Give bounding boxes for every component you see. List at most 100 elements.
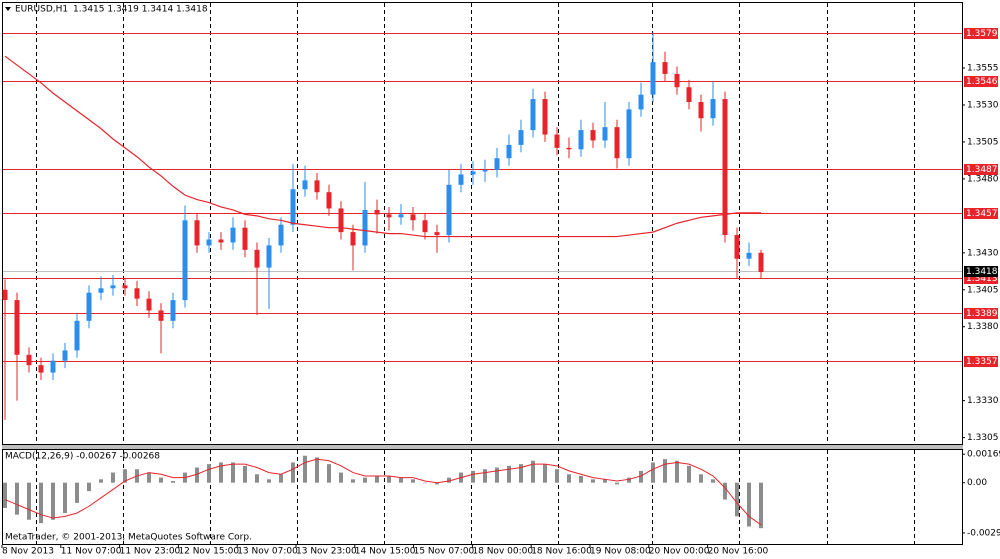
candle-body xyxy=(278,224,284,246)
candle-body xyxy=(482,170,488,172)
macd-bar xyxy=(483,469,487,483)
candle-body xyxy=(470,171,476,175)
level-label: 1.3389 xyxy=(966,309,998,319)
candle-body xyxy=(290,189,296,225)
macd-bar xyxy=(447,477,451,483)
candle-body xyxy=(494,158,500,171)
level-label: 1.3546 xyxy=(966,77,998,87)
candle-body xyxy=(386,214,392,218)
candle-body xyxy=(602,127,608,141)
macd-bar xyxy=(615,482,619,485)
candle-body xyxy=(62,350,68,361)
macd-bar xyxy=(315,457,319,483)
candle-body xyxy=(302,180,308,190)
menu-arrow[interactable] xyxy=(5,7,11,11)
candle-body xyxy=(314,180,320,193)
candle-body xyxy=(26,354,32,366)
candle-body xyxy=(134,288,140,299)
level-label-bg xyxy=(964,164,998,175)
macd-bar xyxy=(291,462,295,483)
x-tick-label: 18 Nov 00:00 xyxy=(472,547,533,557)
candle-body xyxy=(326,192,332,209)
macd-bar xyxy=(39,482,43,524)
candle-body xyxy=(626,109,632,159)
macd-bar xyxy=(507,465,511,483)
macd-bar xyxy=(543,464,547,483)
macd-bar xyxy=(147,472,151,483)
x-tick-label: 12 Nov 15:00 xyxy=(178,547,239,557)
candle-body xyxy=(758,252,764,273)
candle-body xyxy=(362,209,368,246)
macd-bar xyxy=(495,467,499,483)
main-frame xyxy=(2,2,963,445)
candle-body xyxy=(110,285,116,289)
candle-body xyxy=(146,298,152,311)
candle-body xyxy=(338,208,344,233)
candle-body xyxy=(698,102,704,119)
candle-body xyxy=(422,220,428,233)
x-tick-label: 19 Nov 08:00 xyxy=(590,547,651,557)
y-tick-label: -0.00298 xyxy=(967,528,1000,538)
moving-average xyxy=(4,55,761,238)
candle-body xyxy=(506,144,512,159)
macd-bar xyxy=(339,472,343,483)
macd-bar xyxy=(99,479,103,483)
macd-bar xyxy=(675,460,679,483)
level-label: 1.3413 xyxy=(966,274,998,284)
candle-body xyxy=(98,288,104,293)
candle-body xyxy=(554,134,560,148)
candle-body xyxy=(722,99,728,236)
candle-body xyxy=(530,99,536,131)
y-tick-label: 1.3305 xyxy=(967,433,999,443)
macd-bar xyxy=(687,465,691,483)
macd-bar xyxy=(723,482,727,500)
macd-bar xyxy=(711,479,715,483)
candle-body xyxy=(686,87,692,103)
candle-body xyxy=(74,320,80,351)
macd-bar xyxy=(3,482,7,508)
candle-body xyxy=(230,227,236,243)
candle-body xyxy=(194,220,200,246)
level-label: 1.3357 xyxy=(966,357,998,367)
macd-bar xyxy=(111,472,115,483)
candle-body xyxy=(14,300,20,355)
level-label-bg xyxy=(964,356,998,367)
y-tick-label: 0.00169 xyxy=(967,450,1000,460)
y-tick-label: 1.3530 xyxy=(967,100,999,110)
macd-bar xyxy=(567,474,571,483)
level-label: 1.3457 xyxy=(966,209,998,219)
x-tick-label: 20 Nov 16:00 xyxy=(708,547,769,557)
candle-body xyxy=(38,365,44,373)
macd-bar xyxy=(255,474,259,483)
candle-body xyxy=(410,214,416,221)
macd-bar xyxy=(75,482,79,503)
y-tick-label: 1.3480 xyxy=(967,174,999,184)
macd-bar xyxy=(411,479,415,483)
macd-bar xyxy=(207,464,211,483)
y-tick-label: 1.3555 xyxy=(967,64,999,74)
macd-bar xyxy=(627,477,631,483)
y-tick-label: 1.3430 xyxy=(967,248,999,258)
level-label-bg xyxy=(964,308,998,319)
candle-body xyxy=(206,239,212,246)
candle-body xyxy=(590,130,596,141)
level-label-bg xyxy=(964,76,998,87)
candle-body xyxy=(674,73,680,88)
level-label: 1.3487 xyxy=(966,165,998,175)
macd-bar xyxy=(531,460,535,483)
candle-body xyxy=(350,232,356,246)
macd-bar xyxy=(591,479,595,483)
y-tick-label: 1.3330 xyxy=(967,396,999,406)
macd-bar xyxy=(231,462,235,483)
current-price-label: 1.3418 xyxy=(966,267,998,277)
x-tick-label: 13 Nov 23:00 xyxy=(296,547,357,557)
macd-bar xyxy=(651,462,655,483)
macd-bar xyxy=(423,482,427,484)
candle-body xyxy=(542,99,548,135)
panel-separator xyxy=(2,445,963,449)
macd-bar xyxy=(267,479,271,483)
x-tick-label: 11 Nov 23:00 xyxy=(120,547,181,557)
y-tick-label: 1.3380 xyxy=(967,322,999,332)
